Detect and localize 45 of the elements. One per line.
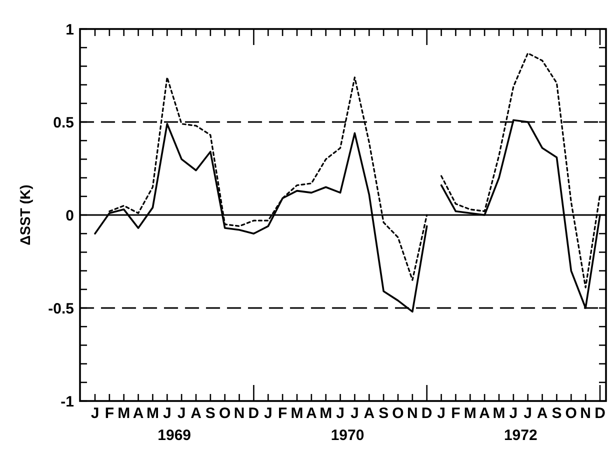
x-tick-label: O [219, 405, 232, 422]
y-tick-label: -0.5 [48, 300, 74, 318]
x-tick-label: A [364, 405, 375, 422]
x-tick-label: O [565, 405, 578, 422]
x-tick-label: S [205, 405, 216, 422]
x-tick-label: N [580, 405, 591, 422]
y-tick-label: 0.5 [53, 114, 74, 132]
y-tick-label: 1 [66, 21, 74, 38]
x-tick-label: J [177, 405, 186, 422]
x-tick-label: A [132, 405, 144, 422]
x-tick-label: F [278, 405, 288, 422]
x-tick-label: J [162, 405, 172, 422]
x-tick-label: A [190, 405, 202, 422]
x-tick-label: M [492, 405, 506, 422]
y-axis-title: ΔSST (K) [17, 184, 33, 246]
x-tick-label: M [146, 405, 159, 422]
text: 1969 [158, 427, 192, 444]
x-tick-label: J [264, 405, 272, 422]
x-tick-label: J [350, 405, 359, 422]
x-tick-label: F [451, 405, 460, 422]
x-tick-label: O [392, 405, 404, 422]
x-tick-label: A [306, 405, 318, 422]
y-tick-label: 0 [66, 207, 74, 224]
x-tick-label: M [320, 405, 332, 422]
x-tick-label: D [421, 405, 432, 422]
x-tick-label: J [437, 405, 446, 422]
x-tick-label: F [104, 405, 114, 422]
x-tick-label: N [407, 405, 418, 422]
x-tick-label: J [524, 405, 532, 422]
x-tick-label: M [118, 405, 130, 422]
x-tick-label: M [290, 405, 304, 422]
x-tick-label: S [378, 405, 389, 422]
x-tick-label: N [234, 405, 245, 422]
x-tick-label: J [509, 405, 518, 422]
x-tick-label: A [536, 405, 548, 422]
x-tick-label: J [336, 405, 344, 422]
y-tick-label: -1 [60, 393, 74, 410]
x-tick-label: D [248, 405, 260, 422]
x-tick-label: S [552, 405, 562, 422]
x-tick-label: J [90, 405, 100, 422]
x-tick-label: D [594, 405, 606, 422]
text: 1970 [330, 427, 364, 444]
x-tick-label: M [464, 405, 476, 422]
x-tick-label: A [479, 405, 490, 422]
text: 1972 [504, 427, 538, 444]
